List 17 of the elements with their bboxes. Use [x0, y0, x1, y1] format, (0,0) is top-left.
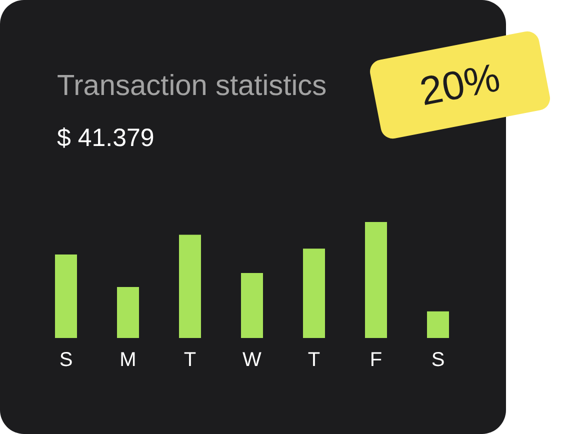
- chart-subtitle: $ 41.379: [57, 124, 154, 153]
- x-tick-label: W: [242, 349, 262, 372]
- bar: [179, 234, 201, 338]
- bar: [427, 311, 449, 338]
- x-tick-label: S: [431, 349, 445, 372]
- x-tick-label: S: [59, 349, 73, 372]
- text: 20%: [368, 29, 552, 141]
- bar: [117, 286, 139, 338]
- bar: [365, 222, 387, 338]
- x-tick-label: M: [120, 349, 136, 372]
- bar: [241, 273, 263, 338]
- bar: [55, 254, 77, 338]
- x-tick-label: T: [184, 349, 196, 372]
- chart-title: Transaction statistics: [57, 70, 327, 103]
- x-tick-label: T: [308, 349, 320, 372]
- bar: [303, 248, 325, 338]
- x-tick-label: F: [370, 349, 382, 372]
